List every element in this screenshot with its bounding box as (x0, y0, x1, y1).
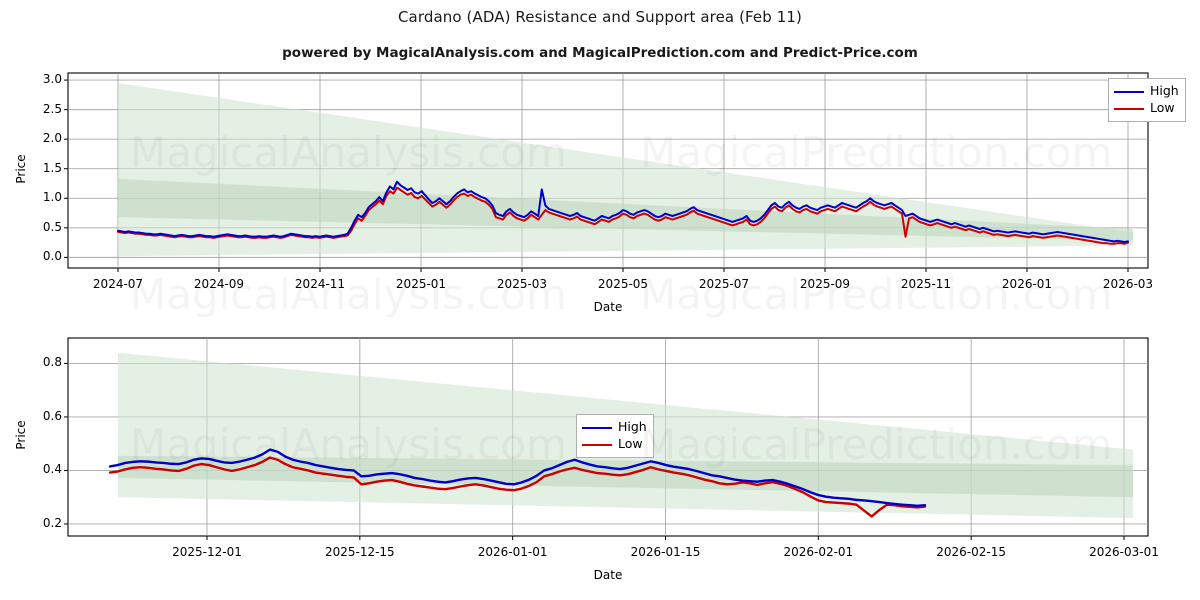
overview-xtick: 2025-11 (900, 277, 952, 291)
legend-entry-high: High (1114, 83, 1179, 100)
overview-xtick: 2026-03 (1102, 277, 1154, 291)
legend-label-low: Low (1150, 100, 1175, 116)
overview-xtick: 2026-01 (1001, 277, 1053, 291)
detail-xtick: 2026-01-01 (477, 545, 548, 559)
detail-ytick: 0.6 (42, 408, 62, 423)
overview-xtick: 2025-01 (395, 277, 447, 291)
watermark-text: MagicalPrediction.com (640, 128, 1113, 177)
legend-label-high: High (618, 419, 647, 435)
overview-xtick: 2025-05 (597, 277, 649, 291)
legend-label-low: Low (618, 436, 643, 452)
overview-ytick: 0.0 (42, 249, 62, 264)
watermark-text: MagicalAnalysis.com (130, 128, 567, 177)
detail-ytick: 0.2 (42, 515, 62, 530)
detail-ytick: 0.8 (42, 355, 62, 370)
detail-xtick: 2026-03-01 (1089, 545, 1159, 559)
legend-label-high: High (1150, 83, 1179, 99)
detail-legend: High Low (576, 414, 654, 458)
detail-xtick: 2026-02-15 (936, 545, 1007, 559)
legend-swatch-high-icon (582, 426, 612, 429)
overview-xtick: 2024-09 (193, 277, 245, 291)
detail-xtick: 2025-12-01 (172, 545, 242, 559)
detail-xtick: 2026-02-01 (783, 545, 854, 559)
overview-xtick: 2024-11 (294, 277, 346, 291)
overview-ytick: 0.5 (42, 219, 62, 234)
detail-xtick: 2026-01-15 (630, 545, 701, 559)
legend-entry-high: High (582, 419, 647, 436)
legend-swatch-low-icon (582, 443, 612, 446)
legend-entry-low: Low (582, 436, 647, 453)
overview-ytick: 3.0 (42, 72, 62, 87)
overview-xtick: 2024-07 (92, 277, 144, 291)
chart-subtitle: powered by MagicalAnalysis.com and Magic… (282, 45, 918, 61)
detail-x-axis-label: Date (593, 568, 623, 582)
overview-ytick: 1.5 (42, 160, 62, 175)
overview-xtick: 2025-07 (698, 277, 750, 291)
overview-legend: High Low (1108, 78, 1186, 122)
overview-ytick: 2.0 (42, 131, 62, 146)
overview-xtick: 2025-09 (799, 277, 851, 291)
overview-ytick: 2.5 (42, 101, 62, 116)
legend-entry-low: Low (1114, 100, 1179, 117)
watermark-text: MagicalAnalysis.com (130, 420, 567, 469)
detail-xtick: 2025-12-15 (324, 545, 395, 559)
legend-swatch-low-icon (1114, 107, 1144, 110)
overview-xtick: 2025-03 (496, 277, 548, 291)
overview-ytick: 1.0 (42, 190, 62, 205)
page-title: Cardano (ADA) Resistance and Support are… (397, 8, 802, 26)
legend-swatch-high-icon (1114, 90, 1144, 93)
detail-ytick: 0.4 (42, 462, 62, 477)
overview-x-axis-label: Date (593, 300, 623, 314)
watermark-text: MagicalPrediction.com (640, 420, 1113, 469)
